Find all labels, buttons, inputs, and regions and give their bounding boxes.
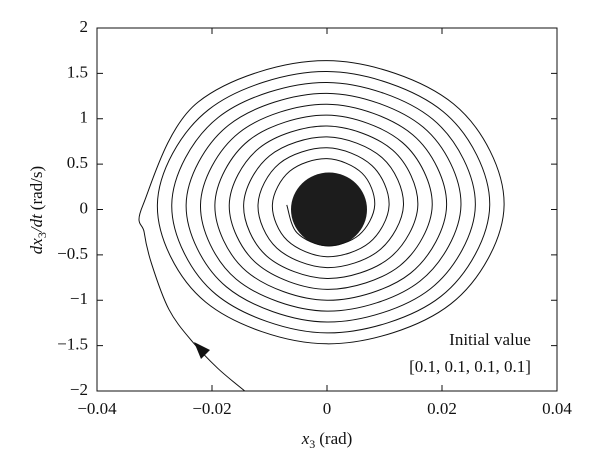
y-label-unit: (rad/s) [27, 166, 46, 210]
y-label-var: dx [27, 238, 46, 255]
y-tick-label: −1.5 [57, 335, 88, 354]
y-tick-label: 1.5 [67, 62, 88, 81]
annotation: Initial value [449, 330, 531, 349]
x-tick-label: 0 [323, 399, 332, 418]
x-tick-label: 0.04 [542, 399, 572, 418]
x-tick-label: 0.02 [427, 399, 457, 418]
y-label-sub: 3 [35, 232, 49, 238]
x-tick-label: −0.02 [192, 399, 231, 418]
x-tick-label: −0.04 [77, 399, 117, 418]
x-label-var: x [301, 429, 310, 448]
y-tick-label: −2 [70, 380, 88, 399]
x-label-unit: (rad) [319, 429, 352, 448]
y-axis-label: dx3/dt (rad/s) [27, 166, 49, 254]
y-tick-label: 0.5 [67, 153, 88, 172]
y-tick-label: 1 [80, 108, 89, 127]
direction-arrow [194, 342, 210, 359]
x-label-sub: 3 [309, 437, 315, 451]
y-tick-label: −1 [70, 289, 88, 308]
dense-core [291, 172, 367, 247]
annotation: [0.1, 0.1, 0.1, 0.1] [409, 357, 531, 376]
y-tick-label: −0.5 [57, 244, 88, 263]
y-label-var2: /dt [27, 213, 46, 233]
x-axis-label: x3 (rad) [301, 429, 353, 451]
y-tick-label: 0 [80, 198, 89, 217]
trajectory [138, 60, 505, 392]
y-tick-label: 2 [80, 17, 89, 36]
